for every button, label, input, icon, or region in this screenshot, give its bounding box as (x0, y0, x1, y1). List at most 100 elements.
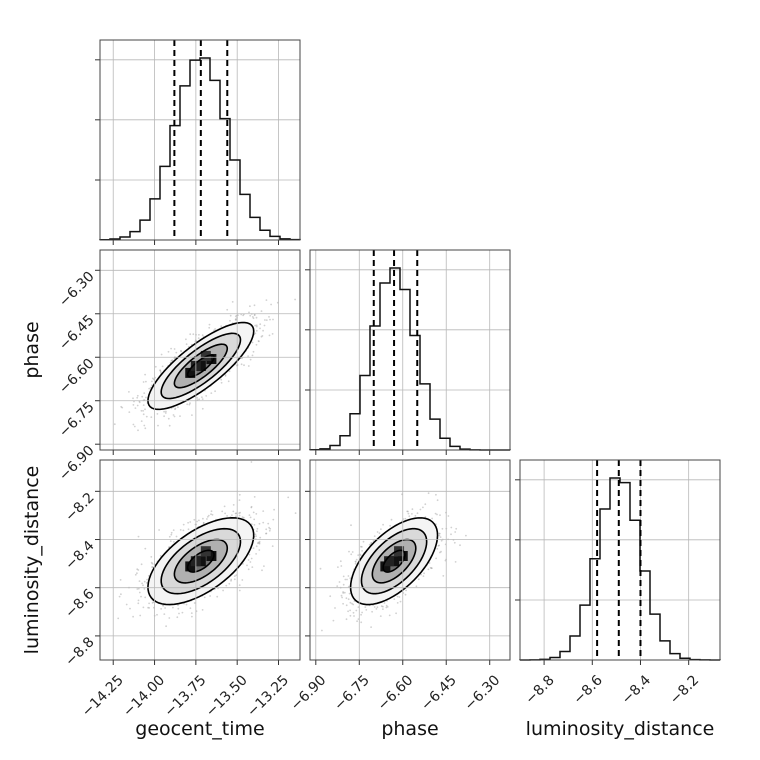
sample-point (254, 533, 257, 536)
sample-point (427, 568, 430, 571)
sample-point (342, 591, 344, 593)
sample-point (151, 566, 154, 569)
sample-point (386, 606, 389, 608)
sample-point (383, 602, 386, 604)
sample-point (238, 514, 241, 517)
sample-point (378, 532, 381, 535)
sample-point (321, 629, 323, 632)
sample-point (248, 311, 250, 314)
sample-point (185, 343, 188, 346)
sample-point (193, 602, 196, 604)
sample-point (360, 545, 362, 548)
sample-point (163, 410, 166, 413)
sample-point (263, 565, 265, 567)
sample-point (134, 573, 137, 576)
sample-point (240, 363, 243, 366)
sample-point (132, 615, 135, 618)
sample-point (242, 563, 244, 565)
sample-point (232, 504, 235, 506)
sample-point (382, 605, 384, 608)
sample-point (380, 528, 382, 531)
sample-point (362, 540, 365, 543)
sample-point (164, 607, 167, 609)
sample-point (329, 595, 332, 598)
sample-point (356, 620, 358, 623)
sample-point (142, 404, 145, 406)
x-axis-label-geocent-time: geocent_time (135, 718, 264, 740)
sample-point (120, 405, 123, 408)
sample-point (252, 350, 255, 353)
sample-point (182, 523, 185, 526)
sample-point (357, 618, 360, 620)
sample-point (459, 544, 461, 547)
sample-point (420, 573, 422, 576)
sample-point (224, 375, 227, 377)
sample-point (191, 414, 193, 416)
sample-point (251, 354, 254, 357)
sample-point (258, 541, 261, 544)
sample-point (206, 518, 208, 520)
sample-point (234, 512, 237, 515)
sample-point (436, 499, 439, 502)
xtick-label-geocent-time-0: −14.25 (79, 672, 127, 720)
panel-luminosity-distance-vs-geocent-time-contour-1 (173, 538, 229, 584)
sample-point (345, 618, 348, 621)
sample-point (198, 519, 200, 522)
ytick-label-luminosity-distance-2: −8.4 (62, 538, 97, 573)
sample-point (249, 358, 252, 361)
sample-point (351, 551, 354, 553)
sample-point (172, 414, 175, 416)
sample-point (203, 596, 206, 599)
sample-point (352, 611, 355, 614)
sample-point (255, 325, 258, 328)
sample-point (220, 378, 223, 381)
sample-point (151, 566, 153, 568)
sample-point (436, 547, 439, 550)
hist-geocent-time-step (99, 57, 301, 241)
density-core-cell (185, 561, 196, 572)
sample-point (252, 317, 255, 320)
sample-point (144, 408, 146, 411)
sample-point (396, 602, 399, 604)
sample-point (411, 508, 414, 511)
sample-point (404, 517, 407, 520)
sample-point (272, 518, 275, 521)
sample-point (138, 591, 141, 594)
sample-point (250, 461, 253, 463)
sample-point (255, 513, 258, 515)
sample-point (342, 583, 345, 586)
sample-point (143, 424, 146, 427)
sample-point (157, 424, 159, 427)
sample-point (239, 511, 242, 514)
sample-point (258, 522, 261, 525)
sample-point (388, 614, 391, 617)
panel-luminosity-distance-vs-phase-contour-3 (349, 517, 439, 606)
sample-point (430, 567, 433, 570)
sample-point (170, 360, 173, 362)
sample-point (370, 626, 372, 628)
sample-point (235, 512, 238, 515)
sample-point (258, 540, 261, 543)
panel-phase-vs-geocent-time-content (113, 298, 296, 432)
sample-point (129, 607, 131, 610)
sample-point (253, 304, 256, 307)
sample-point (340, 565, 343, 567)
sample-point (227, 380, 230, 383)
sample-point (259, 323, 262, 326)
sample-point (196, 520, 199, 523)
sample-point (175, 535, 178, 538)
panel-luminosity-distance-vs-geocent-time-contour-3 (147, 517, 255, 606)
sample-point (373, 535, 376, 537)
panel-phase-vs-geocent-time-grid (100, 250, 300, 450)
sample-point (417, 578, 420, 581)
sample-point (406, 510, 409, 513)
sample-point (270, 303, 272, 306)
sample-point (140, 595, 142, 598)
sample-point (442, 575, 445, 577)
sample-point (348, 592, 351, 595)
sample-point (434, 512, 437, 515)
sample-point (253, 314, 256, 316)
sample-point (241, 516, 244, 518)
sample-point (252, 511, 255, 514)
